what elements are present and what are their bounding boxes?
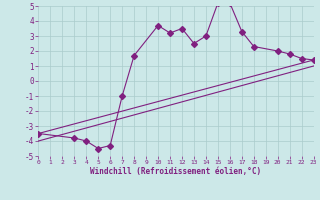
X-axis label: Windchill (Refroidissement éolien,°C): Windchill (Refroidissement éolien,°C) <box>91 167 261 176</box>
